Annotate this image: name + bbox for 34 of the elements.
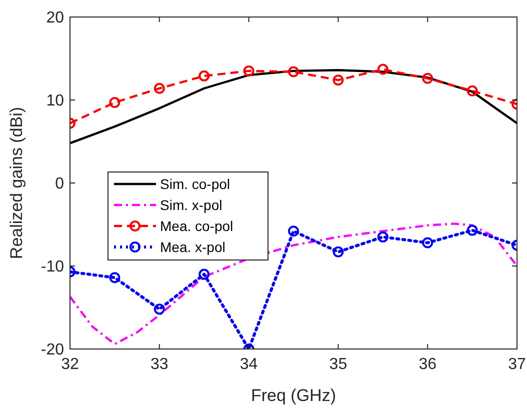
point: [198, 70, 210, 82]
y-tick-label: -10: [40, 258, 64, 276]
point: [466, 85, 478, 96]
x-tick-label: 35: [329, 356, 348, 373]
point: [288, 226, 299, 237]
x-tick-label: 34: [240, 356, 258, 373]
legend-label: Sim. x-pol: [160, 196, 222, 213]
y-tick-label: -20: [40, 342, 64, 359]
x-tick-label: 32: [61, 356, 79, 373]
legend-label: Sim. co-pol: [160, 176, 230, 192]
x-tick-label: 37: [508, 356, 526, 373]
point: [466, 224, 478, 236]
x-tick-label: 33: [150, 356, 168, 373]
legend-label: Mea. co-pol: [160, 218, 234, 234]
y-tick-label: 20: [46, 10, 64, 27]
point: [377, 64, 388, 75]
point: [198, 268, 210, 280]
y-tick-label: 0: [55, 176, 64, 193]
y-tick-label: 10: [46, 92, 64, 110]
y-axis-title: Realized gains (dBi): [7, 106, 26, 260]
point: [154, 304, 165, 315]
point: [154, 82, 165, 94]
x-tick-label: 36: [418, 356, 437, 373]
point: [332, 246, 344, 258]
point: [109, 272, 120, 284]
point: [109, 96, 120, 108]
legend-label: Mea. x-pol: [160, 238, 226, 255]
point: [332, 74, 344, 86]
point: [422, 72, 434, 84]
point: [288, 66, 299, 78]
x-axis-title: Freq (GHz): [251, 386, 336, 405]
point: [243, 65, 254, 76]
point: [377, 231, 388, 242]
point: [422, 237, 434, 248]
